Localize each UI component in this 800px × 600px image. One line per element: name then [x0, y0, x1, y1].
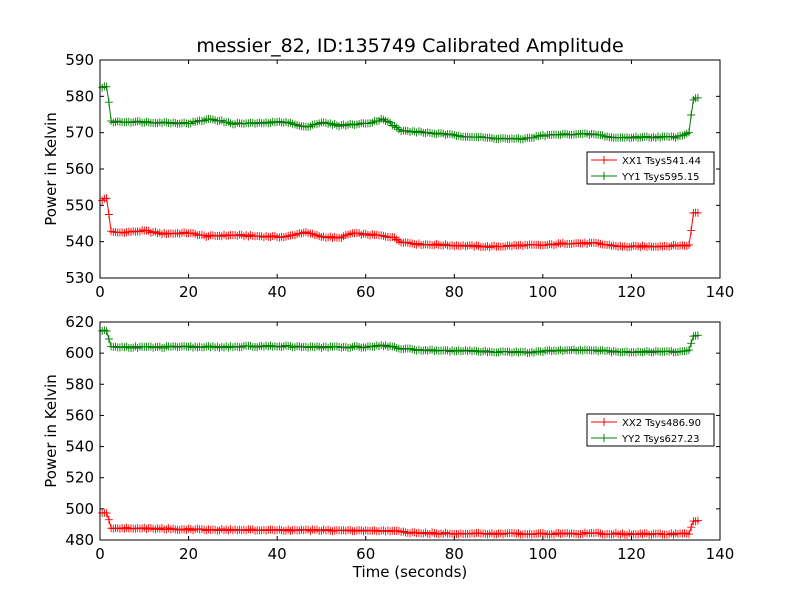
bottom-y-tick-label: 520 — [65, 469, 94, 487]
legend-label-xx1: XX1 Tsys541.44 — [622, 156, 701, 167]
bottom-plot-frame — [99, 321, 721, 541]
bottom-y-tick-label: 500 — [65, 500, 94, 518]
bottom-amplitude-chart: 0 20 40 60 80 100 120 140 480 500 520 540 560 580 600 6… — [42, 313, 734, 581]
top-x-tick-label: 100 — [529, 283, 558, 301]
chart-title: messier_82, ID:135749 Calibrated Amplitu… — [196, 35, 623, 57]
bottom-legend-box — [586, 413, 715, 447]
top-y-tick-label: 570 — [65, 124, 94, 142]
top-x-tick-label: 40 — [268, 283, 287, 301]
bottom-x-tick-label: 20 — [179, 545, 198, 563]
top-y-tick-label: 580 — [65, 87, 94, 105]
top-x-tick-label: 140 — [706, 283, 735, 301]
bottom-x-tick-label: 120 — [617, 545, 646, 563]
top-x-tick-label: 80 — [445, 283, 464, 301]
bottom-y-tick-label: 600 — [65, 344, 94, 362]
bottom-series-markers-1 — [98, 508, 702, 539]
bottom-series-layer — [98, 326, 702, 539]
top-legend: XX1 Tsys541.44 YY1 Tsys595.15 — [586, 151, 715, 185]
top-y-tick-label: 550 — [65, 196, 94, 214]
bottom-ticks-layer: 0 20 40 60 80 100 120 140 480 500 520 540 560 580 600 6… — [65, 313, 734, 563]
legend-marker-xx2 — [600, 418, 608, 426]
top-series-markers-1 — [98, 194, 702, 252]
top-y-tick-label: 590 — [65, 51, 94, 69]
bottom-x-tick-label: 0 — [95, 545, 105, 563]
bottom-y-axis-label: Power in Kelvin — [42, 374, 60, 488]
bottom-series-markers-2 — [98, 326, 702, 358]
bottom-x-tick-label: 100 — [529, 545, 558, 563]
top-x-tick-label: 60 — [356, 283, 375, 301]
top-y-tick-label: 540 — [65, 233, 94, 251]
x-axis-label: Time (seconds) — [352, 563, 468, 581]
legend-marker-xx1 — [600, 156, 608, 164]
top-series-markers-2 — [98, 82, 702, 144]
top-y-tick-label: 530 — [65, 269, 94, 287]
top-y-axis-label: Power in Kelvin — [42, 112, 60, 226]
top-y-tick-label: 560 — [65, 160, 94, 178]
bottom-y-tick-label: 560 — [65, 406, 94, 424]
top-legend-box — [586, 151, 715, 185]
bottom-y-tick-label: 480 — [65, 531, 94, 549]
legend-marker-yy2 — [600, 434, 608, 442]
legend-label-yy2: YY2 Tsys627.23 — [621, 434, 700, 445]
bottom-x-tick-label: 80 — [445, 545, 464, 563]
legend-label-yy1: YY1 Tsys595.15 — [621, 172, 700, 183]
legend-marker-yy1 — [600, 172, 608, 180]
top-amplitude-chart: messier_82, ID:135749 Calibrated Amplitu… — [42, 35, 734, 301]
bottom-x-tick-label: 60 — [356, 545, 375, 563]
top-x-tick-label: 0 — [95, 283, 105, 301]
top-x-tick-label: 20 — [179, 283, 198, 301]
bottom-legend: XX2 Tsys486.90 YY2 Tsys627.23 — [586, 413, 715, 447]
bottom-x-tick-label: 40 — [268, 545, 287, 563]
bottom-x-tick-label: 140 — [706, 545, 735, 563]
legend-label-xx2: XX2 Tsys486.90 — [622, 418, 701, 429]
bottom-y-tick-label: 620 — [65, 313, 94, 331]
top-ticks-layer: 0 20 40 60 80 100 120 140 530 540 550 560 570 580 590 — [65, 51, 734, 301]
bottom-y-tick-label: 540 — [65, 438, 94, 456]
bottom-y-tick-label: 580 — [65, 375, 94, 393]
top-x-tick-label: 120 — [617, 283, 646, 301]
top-series-layer — [98, 82, 702, 252]
